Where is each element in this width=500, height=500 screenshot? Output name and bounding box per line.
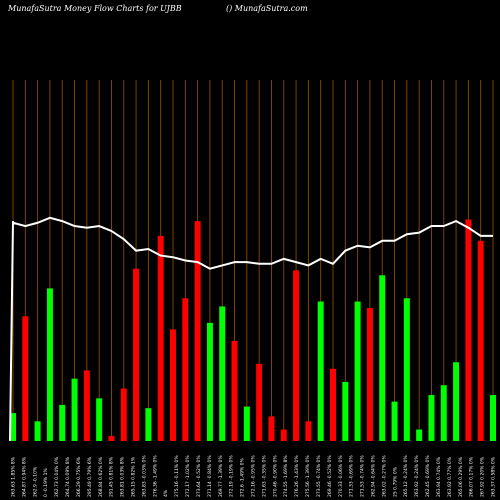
x-label: 273.55 -0.74% 0% (316, 455, 322, 497)
bar-green (71, 378, 78, 441)
x-label: 267.92 0.20% 0% (480, 456, 486, 497)
x-label: 265.06 0.29% 0% (458, 456, 464, 497)
bar-red (170, 329, 176, 441)
bar-red (133, 268, 140, 441)
bar-red (182, 298, 189, 441)
price-line (9, 216, 493, 442)
x-label: 272.17 -1.02% 0% (185, 455, 191, 497)
x-label: 271.14 -0.84% 0% (207, 455, 213, 497)
x-label: 263.92 -0.24% 0% (414, 455, 420, 497)
bar-green (219, 306, 226, 441)
x-label: 264.87 0.94% 8% (21, 456, 27, 497)
x-label: 269.77 -1.39% 0% (218, 455, 224, 497)
bar-green (354, 301, 361, 441)
bar-green (145, 408, 152, 441)
x-label: 263.37 0.58% 0% (491, 456, 497, 497)
bar-green (96, 398, 103, 441)
x-label: 270.33 -0.06% 0% (338, 455, 344, 497)
x-label: 273.64 -0.52% 0% (196, 455, 202, 497)
chart-header: MunafaSutra Money Flow Charts for UJBB (… (8, 4, 492, 18)
bar-green (34, 421, 41, 441)
x-label: 272.16 -0.95% 0% (251, 455, 257, 497)
bar-green (440, 385, 447, 441)
bar-red (293, 270, 300, 441)
bar-green (206, 322, 213, 441)
bar-green (403, 298, 410, 441)
price-line-group (9, 216, 493, 442)
bar-green (10, 413, 16, 441)
x-label: 295.49 0.79% 6% (87, 456, 93, 497)
bar-green (59, 404, 66, 441)
bar-green (317, 301, 324, 441)
x-label: 271.33 -0.69% 0% (349, 455, 355, 497)
x-label: 263.63 1.85% 8% (11, 456, 17, 497)
bar-green (342, 381, 349, 441)
x-label: 263.83 -0.03% 0% (141, 455, 147, 497)
site-credit: () MunafaSutra.com (226, 4, 308, 13)
x-label: 271.63 -0.35% 0% (261, 455, 267, 497)
x-label: 274.55 -1.69% 8% (283, 455, 289, 497)
bar-red (465, 219, 472, 441)
bar-green (391, 401, 398, 441)
x-label: 271.53 -0.74% 0% (360, 455, 366, 497)
x-label: 263.94 0.74% 0% (436, 456, 442, 497)
x-axis-labels: 263.63 1.85% 8% 264.87 0.94% 8% 262.9 -0.1… (11, 455, 497, 497)
bar-red (231, 340, 238, 441)
bar-green (428, 395, 435, 441)
bar-red (120, 388, 127, 441)
bar-red (305, 421, 312, 441)
bar-green (453, 362, 460, 441)
bar-red (477, 240, 484, 441)
x-label: 262.94 -0.64% 0% (371, 455, 377, 497)
bar-red (268, 416, 275, 441)
bars-group (10, 219, 496, 441)
bar-red (83, 370, 90, 441)
bar-green (490, 395, 496, 441)
bar-green (46, 288, 53, 441)
bar-green (243, 406, 250, 441)
x-label: 269.46 -0.52% 0% (327, 455, 333, 497)
x-label: 268.84 0.62% 0% (98, 456, 104, 497)
bar-red (108, 436, 115, 441)
bar-red (194, 221, 201, 441)
x-label: 0 -0.19% 1% (43, 467, 49, 497)
bar-red (22, 316, 29, 441)
x-label: 263.02 -0.27% 0% (381, 455, 387, 497)
chart-title: MunafaSutra Money Flow Charts for UJBB (8, 4, 182, 13)
x-label: 263.81 0.03% 8% (120, 456, 126, 497)
bar-red (280, 429, 287, 441)
bar-red (366, 308, 373, 441)
x-label: 291.45 0.81% 8% (109, 456, 115, 497)
x-label: 262.73 0.04% 0% (54, 456, 60, 497)
bar-green (416, 429, 423, 441)
x-label: 272.6 -1.49% 0% (240, 457, 246, 497)
x-label: 272.19 -0.19% 0% (229, 455, 235, 497)
x-label: 275.56 -1.39% 0% (305, 455, 311, 497)
x-label: 270.46 -0.90% 0% (272, 455, 278, 497)
x-label: 266.29 0.75% 6% (76, 456, 82, 497)
x-label: 266.07 0.17% 0% (469, 456, 475, 497)
bar-red (256, 363, 263, 441)
x-label: 265.15 0.82% 1% (131, 456, 137, 497)
bar-green (379, 275, 386, 441)
x-label: 4% (163, 489, 169, 497)
x-label: 262.9 -0.10% (32, 466, 38, 497)
x-label: 25 0.79% 0% (392, 466, 398, 497)
x-label: 263.92 0.77% 0% (447, 456, 453, 497)
x-label: 275.16 -0.11% 0% (174, 455, 180, 497)
x-label: 265.12 -0.24% 0% (403, 455, 409, 497)
x-label: 276.36 -1.49% 0% (152, 455, 158, 497)
bar-red (157, 235, 164, 441)
x-label: 264.74 0.09% 8% (65, 456, 71, 497)
x-label: 276.26 -1.43% 0% (294, 455, 300, 497)
bar-red (330, 368, 336, 441)
x-label: 262.45 -0.69% 0% (425, 455, 431, 497)
